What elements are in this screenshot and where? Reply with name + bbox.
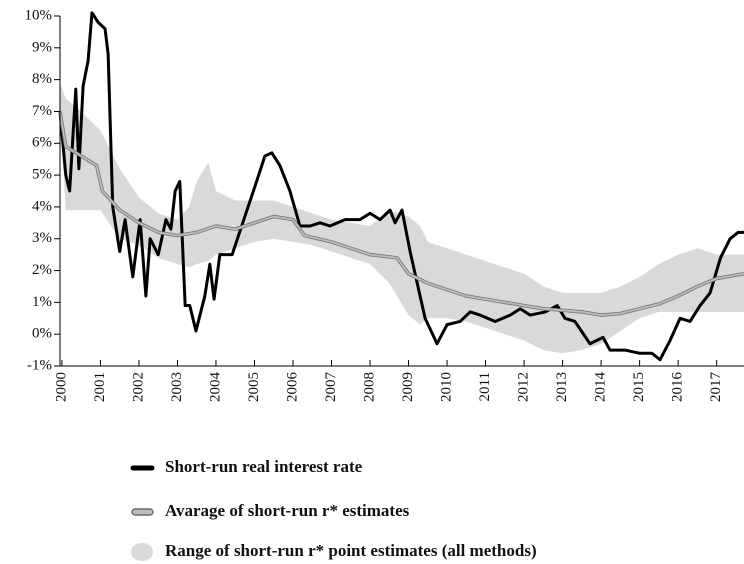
x-tick-label: 2016 — [670, 372, 686, 403]
y-tick-label: 10% — [25, 7, 53, 23]
y-tick-label: 5% — [32, 167, 52, 183]
y-tick-label: 1% — [32, 294, 52, 310]
legend-label: Short-run real interest rate — [165, 457, 363, 476]
x-tick-label: 2002 — [130, 372, 146, 402]
x-tick-label: 2013 — [554, 372, 570, 402]
average-line — [59, 111, 744, 316]
x-tick-label: 2007 — [323, 372, 339, 403]
x-tick-label: 2017 — [708, 372, 724, 403]
x-tick-label: 2005 — [246, 372, 262, 402]
y-tick-label: 4% — [32, 198, 52, 214]
x-tick-label: 2006 — [284, 372, 300, 403]
x-tick-label: 2009 — [400, 372, 416, 402]
x-tick-label: 2003 — [169, 372, 185, 402]
y-tick-label: 8% — [32, 71, 52, 87]
y-tick-label: 3% — [32, 230, 52, 246]
legend-label: Range of short-run r* point estimates (a… — [165, 541, 537, 560]
y-tick-label: 2% — [32, 262, 52, 278]
y-tick-label: 0% — [32, 326, 52, 342]
y-tick-label: 6% — [32, 135, 52, 151]
x-tick-label: 2012 — [516, 372, 532, 402]
y-tick-label: 9% — [32, 39, 52, 55]
x-tick-label: 2015 — [631, 372, 647, 402]
legend-swatch — [131, 543, 153, 561]
legend-swatch — [131, 508, 154, 516]
x-tick-label: 2001 — [92, 372, 108, 402]
y-tick-label: -1% — [27, 357, 52, 373]
rate-line — [58, 11, 744, 362]
x-tick-label: 2011 — [477, 372, 493, 401]
x-tick-label: 2008 — [361, 372, 377, 402]
x-tick-label: 2000 — [53, 372, 69, 402]
x-tick-label: 2014 — [593, 372, 609, 403]
range-band — [60, 82, 744, 354]
x-tick-label: 2004 — [207, 372, 223, 403]
legend-label: Avarage of short-run r* estimates — [165, 501, 410, 520]
x-tick-label: 2010 — [438, 372, 454, 402]
y-tick-label: 7% — [32, 103, 52, 119]
